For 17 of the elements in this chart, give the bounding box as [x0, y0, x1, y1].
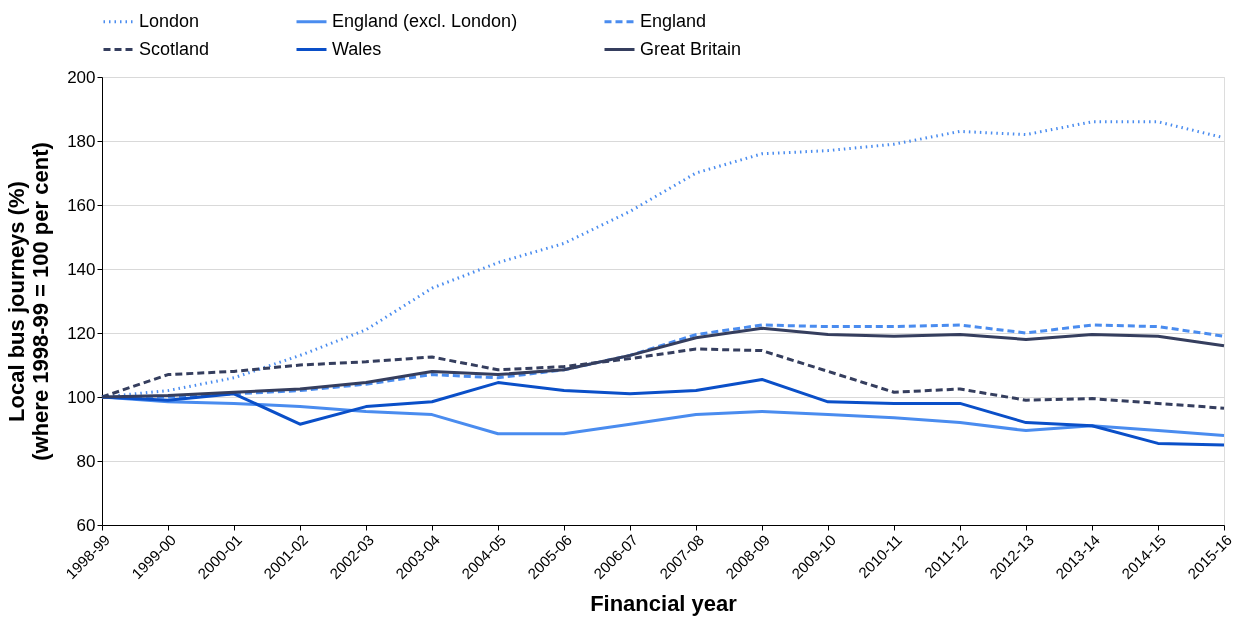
y-tick-label: 80 — [76, 451, 96, 471]
legend-label: Great Britain — [640, 38, 742, 59]
y-tick-label: 60 — [76, 515, 96, 535]
legend-label: England — [640, 10, 707, 31]
legend-label: London — [139, 10, 200, 31]
line-series — [100, 377, 1226, 447]
legend-label: Scotland — [139, 38, 210, 59]
x-axis-title: Financial year — [590, 591, 738, 617]
y-tick-label: 180 — [67, 131, 96, 151]
legend-label: England (excl. London) — [332, 10, 518, 31]
y-tick-label: 160 — [67, 195, 96, 215]
y-tick-label: 140 — [67, 259, 96, 279]
legend-label: Wales — [332, 38, 382, 59]
y-axis-title: Local bus journeys (%) (where 1998-99 = 100 per cent) — [4, 142, 54, 461]
y-tick-label: 120 — [67, 323, 96, 343]
y-tick-label: 200 — [67, 67, 96, 87]
y-tick-label: 100 — [67, 387, 96, 407]
